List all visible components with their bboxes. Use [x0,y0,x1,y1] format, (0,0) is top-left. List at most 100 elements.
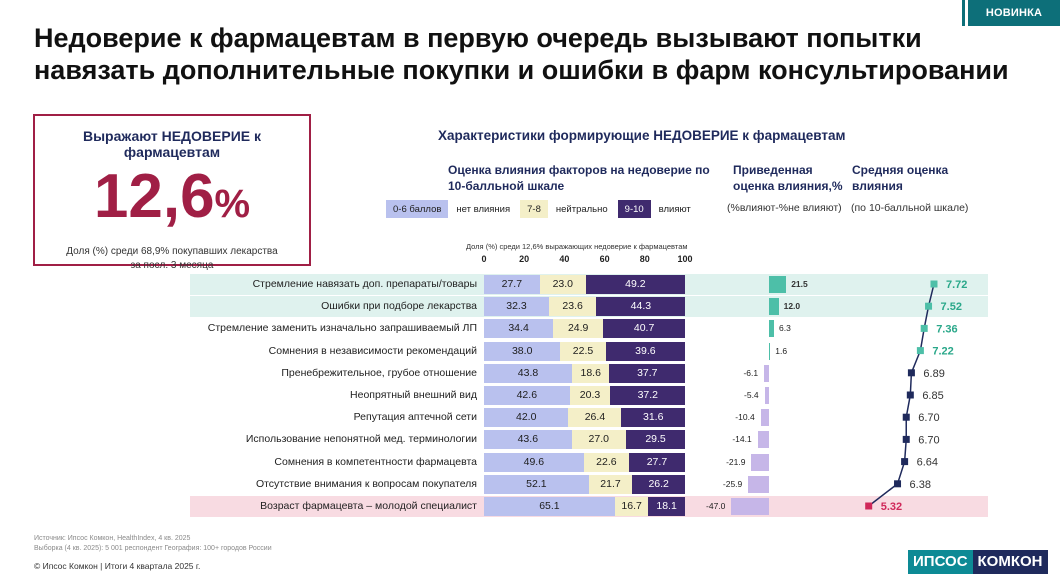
category-label: Сомнения в независимости рекомендаций [268,344,477,357]
bar-segment-mid: 23.0 [539,275,586,294]
average-score-label: 6.70 [918,412,939,424]
x-tick-label: 20 [519,254,530,264]
average-score-marker [902,435,910,443]
footer-source: Источник: Ипсос Комкон, HealthIndex, 4 к… [34,534,272,554]
average-score-label: 5.32 [881,501,902,513]
bar-segment-mid: 23.6 [548,297,597,317]
logo-part-b: КОМКОН [972,550,1048,574]
chart-title: Характеристики формирующие НЕДОВЕРИЕ к ф… [438,128,846,143]
average-score-marker [907,369,915,377]
bar-segment-high: 39.6 [605,341,686,361]
net-influence-label: -47.0 [706,501,726,511]
footer-sample-line: Выборка (4 кв. 2025): 5 001 респондент Г… [34,545,272,552]
kpi-box: Выражают НЕДОВЕРИЕ к фармацевтам 12,6% Д… [33,114,311,271]
net-influence-bar [764,364,769,382]
logo-part-a: ИПСОС [908,550,973,574]
header-net-influence: Приведенная оценка влияния,% [733,163,843,193]
x-tick-label: 0 [481,254,487,264]
bar-segment-low: 49.6 [484,452,584,472]
net-influence-bar [764,387,769,404]
bar-segment-high: 37.7 [609,363,686,383]
category-label: Возраст фармацевта – молодой специалист [260,500,477,512]
bar-segment-mid: 16.7 [614,497,649,516]
bar-segment-mid: 21.7 [588,474,633,494]
bar-segment-mid: 22.6 [583,452,630,472]
bar-segment-low: 27.7 [484,275,540,294]
net-influence-bar [757,431,769,449]
net-influence-label: 6.3 [779,323,791,334]
average-score-label: 7.36 [936,323,957,335]
category-label: Неопрятный внешний вид [350,389,477,401]
average-score-label: 7.22 [932,346,953,358]
average-score-marker [916,347,924,355]
net-influence-bar [769,320,775,338]
category-label: Пренебрежительное, грубое отношение [281,366,477,379]
legend-text-low: нет влияния [456,203,511,215]
axis-caption: Доля (%) среди 12,6% выражающих недовери… [466,242,688,251]
category-label: Использование непонятной мед. терминолог… [245,433,477,446]
average-score-marker [894,480,902,488]
kpi-note: Доля (%) среди 68,9% покупавших лекарств… [66,246,278,271]
net-influence-label: -25.9 [722,478,743,489]
net-influence-bar [769,342,771,360]
net-influence-bar [769,276,787,293]
kpi-unit: % [214,182,251,226]
legend: 0-6 баллов нет влияния 7-8 нейтрально 9-… [386,200,701,218]
header-scale: Оценка влияния факторов на недоверие по … [448,163,710,193]
average-score-label: 6.64 [917,457,938,469]
net-influence-label: -5.4 [744,390,759,400]
bar-segment-low: 42.0 [484,408,569,428]
bar-segment-high: 40.7 [603,319,685,339]
bar-segment-mid: 27.0 [571,430,626,450]
bar-segment-low: 34.4 [484,319,554,339]
net-influence-bar [760,409,769,427]
net-influence-label: -10.4 [735,412,755,423]
average-score-marker [920,324,928,332]
bar-segment-high: 27.7 [629,452,685,472]
average-score-marker [930,280,938,288]
average-score-label: 6.70 [918,434,939,446]
x-tick-label: 40 [559,254,570,264]
category-label: Репутация аптечной сети [353,411,477,424]
legend-swatch-mid: 7-8 [520,200,548,218]
bar-segment-low: 38.0 [484,341,561,361]
bar-segment-high: 26.2 [632,474,685,494]
kpi-value: 12,6% [35,166,309,235]
x-tick-label: 100 [677,254,693,264]
bar-segment-mid: 22.5 [560,341,606,361]
bar-segment-low: 43.6 [484,430,572,450]
bar-segment-low: 65.1 [484,497,615,516]
legend-text-high: влияют [658,203,691,215]
legend-text-mid: нейтрально [555,203,608,215]
bar-segment-high: 44.3 [596,297,686,317]
net-influence-label: -6.1 [743,367,759,378]
average-score-label: 7.52 [941,301,962,313]
footer-copyright: © Ипсос Комкон | Итоги 4 квартала 2025 г… [34,561,201,571]
average-score-marker [902,413,910,421]
net-influence-label: 21.5 [791,279,808,289]
net-influence-bar [748,475,769,493]
x-tick-label: 80 [639,254,650,264]
ipsos-comcon-logo: ИПСОС КОМКОН [908,550,1048,574]
average-score-label: 6.85 [922,390,943,402]
net-influence-label: -14.1 [732,434,752,445]
x-axis-ticks: 0 20 40 60 80 100 [481,254,692,268]
bar-segment-low: 52.1 [484,474,589,494]
kpi-number: 12,6 [93,162,215,231]
bar-segment-high: 18.1 [648,497,685,516]
bar-segment-low: 32.3 [484,297,549,317]
kpi-label: Выражают НЕДОВЕРИЕ к фармацевтам [82,128,262,160]
header-net-sub: (%влияют-%не влияют) [727,202,842,214]
footer-source-line: Источник: Ипсос Комкон, HealthIndex, 4 к… [34,535,191,542]
page-title: Недоверие к фармацевтам в первую очередь… [34,22,1034,86]
bar-segment-low: 42.6 [484,386,570,405]
page-title-line-1: Недоверие к фармацевтам в первую очередь… [34,23,922,53]
average-score-marker [906,391,914,399]
category-label: Отсутствие внимания к вопросам покупател… [255,477,477,490]
bar-segment-mid: 20.3 [569,386,611,405]
net-influence-bar [731,498,769,515]
category-label: Стремление заменить изначально запрашива… [207,322,477,335]
header-avg-sub: (по 10-балльной шкале) [851,202,969,214]
bar-segment-high: 31.6 [621,408,685,428]
category-label: Сомнения в компетентности фармацевта [274,455,477,468]
